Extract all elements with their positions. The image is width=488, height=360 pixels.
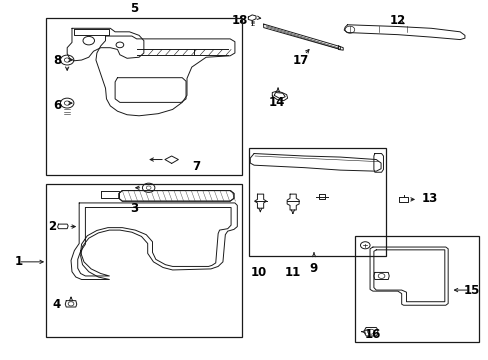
Text: 14: 14 — [268, 96, 285, 109]
Text: 6: 6 — [53, 99, 61, 112]
Bar — [249, 148, 385, 256]
Text: 18: 18 — [231, 14, 248, 27]
Text: 2: 2 — [48, 220, 57, 233]
Text: 3: 3 — [130, 202, 138, 215]
Text: 16: 16 — [364, 328, 380, 341]
Text: 7: 7 — [191, 160, 200, 173]
Text: 12: 12 — [389, 14, 405, 27]
Text: 5: 5 — [130, 2, 138, 15]
Text: 8: 8 — [53, 54, 61, 67]
Bar — [45, 184, 242, 337]
Text: 15: 15 — [463, 284, 479, 297]
Text: 1: 1 — [15, 255, 22, 268]
Bar — [45, 18, 242, 175]
Bar — [354, 237, 478, 342]
Text: 9: 9 — [309, 262, 318, 275]
Text: 10: 10 — [250, 266, 266, 279]
Text: 11: 11 — [284, 266, 300, 279]
Text: 17: 17 — [292, 54, 308, 67]
Text: 4: 4 — [52, 298, 61, 311]
Text: 13: 13 — [421, 192, 437, 205]
